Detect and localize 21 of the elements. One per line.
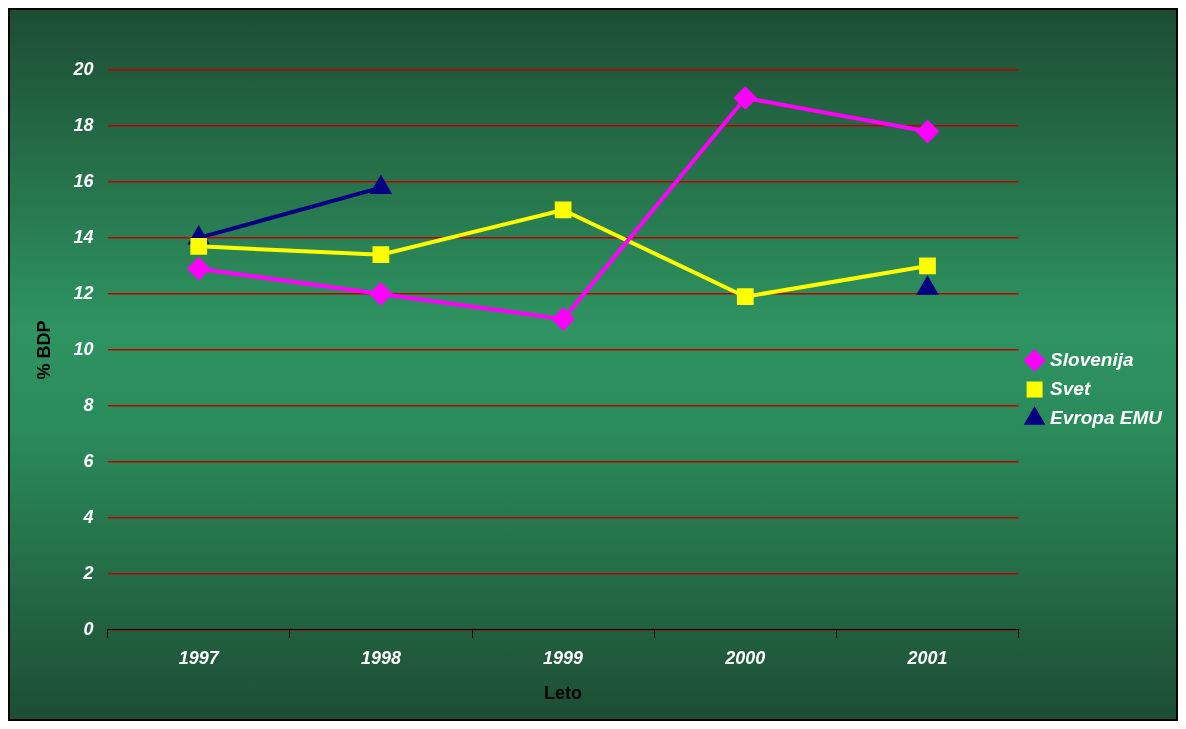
- y-tick-label: 2: [82, 562, 94, 583]
- x-tick-label: 1998: [360, 647, 401, 668]
- y-tick-label: 10: [73, 338, 94, 359]
- legend-label: Svet: [1050, 377, 1091, 399]
- x-axis-title: Leto: [544, 683, 583, 704]
- y-tick-label: 12: [73, 282, 94, 303]
- x-tick-label: 1999: [543, 647, 584, 668]
- y-tick-label: 0: [83, 618, 94, 639]
- y-tick-label: 6: [83, 450, 95, 471]
- legend-label: Evropa EMU: [1050, 406, 1164, 428]
- y-tick-label: 18: [73, 114, 94, 135]
- y-tick-label: 4: [82, 506, 94, 527]
- x-tick-label: 2001: [906, 647, 948, 668]
- y-tick-label: 16: [73, 170, 95, 191]
- y-tick-label: 14: [73, 226, 94, 247]
- y-axis-title: % BDP: [33, 320, 54, 380]
- x-tick-label: 2000: [724, 647, 766, 668]
- y-tick-label: 20: [72, 58, 94, 79]
- legend-label: Slovenija: [1050, 348, 1134, 370]
- x-tick-label: 1997: [178, 647, 220, 668]
- y-tick-label: 8: [83, 394, 94, 415]
